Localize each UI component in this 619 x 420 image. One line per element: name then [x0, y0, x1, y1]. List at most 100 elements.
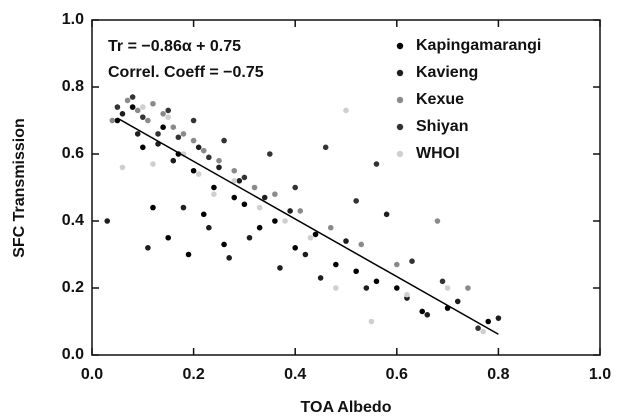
point [317, 275, 324, 281]
point [221, 137, 227, 144]
legend-label: WHOI [416, 145, 460, 162]
point [363, 285, 370, 291]
x-tick-label: 1.0 [589, 366, 611, 383]
point [145, 117, 151, 124]
point [216, 164, 222, 171]
point [165, 107, 171, 114]
point [480, 328, 486, 335]
point [124, 97, 131, 104]
point [292, 245, 299, 251]
fit-line [117, 117, 499, 335]
point [160, 124, 166, 130]
y-tick-label: 1.0 [62, 11, 84, 28]
point [119, 111, 126, 117]
point [231, 178, 238, 184]
point [485, 318, 492, 325]
point [302, 251, 309, 258]
point [211, 191, 217, 197]
point [444, 285, 451, 291]
annotation: Tr = −0.86α + 0.75 [108, 38, 241, 55]
point [312, 231, 319, 238]
point [394, 261, 400, 268]
point [109, 117, 116, 124]
point [251, 184, 258, 191]
point [297, 208, 304, 214]
legend-marker [396, 42, 404, 50]
legend-label: Kexue [416, 91, 464, 108]
point [221, 241, 227, 248]
point [404, 291, 410, 298]
point [206, 154, 212, 161]
point [434, 218, 441, 224]
point [231, 194, 238, 201]
point [343, 107, 349, 114]
point [409, 258, 415, 265]
point [104, 218, 111, 224]
point [190, 167, 197, 174]
point [333, 261, 339, 268]
point [200, 147, 207, 154]
point [195, 144, 202, 151]
point [353, 198, 359, 204]
point [358, 241, 365, 248]
point [343, 238, 349, 244]
point [241, 174, 248, 181]
point [267, 151, 273, 157]
legend-label: Shiyan [416, 118, 468, 135]
point [261, 194, 268, 201]
point [150, 100, 156, 107]
y-axis-title: SFC Transmission [11, 118, 28, 258]
x-tick-label: 0.8 [487, 366, 509, 383]
point [165, 234, 171, 241]
point [134, 107, 141, 114]
x-axis-title: TOA Albedo [301, 399, 392, 416]
point [114, 104, 121, 110]
legend-marker [396, 150, 404, 158]
point [282, 218, 288, 224]
point [190, 117, 197, 124]
point [206, 224, 212, 231]
x-tick-label: 0.0 [81, 366, 103, 383]
point [160, 111, 166, 117]
point [165, 114, 171, 120]
point [256, 204, 263, 211]
y-tick-label: 0.4 [62, 212, 84, 229]
point [129, 104, 136, 110]
legend-marker [396, 123, 404, 131]
point [134, 131, 141, 137]
point [439, 278, 446, 285]
point [475, 325, 481, 332]
point [383, 211, 390, 218]
point [140, 114, 146, 120]
x-tick-label: 0.2 [182, 366, 204, 383]
point [353, 268, 359, 275]
point [180, 131, 187, 137]
point [145, 245, 151, 251]
y-tick-label: 0.2 [62, 279, 84, 296]
point [216, 157, 222, 164]
y-tick-label: 0.6 [62, 145, 84, 162]
point [373, 278, 380, 285]
point [180, 204, 187, 211]
legend-marker [396, 69, 404, 77]
point [272, 218, 278, 224]
point [419, 308, 426, 315]
point [226, 255, 232, 261]
legend-marker [396, 96, 404, 104]
point [424, 312, 431, 318]
point [195, 171, 202, 177]
point [231, 167, 238, 174]
point [211, 184, 217, 191]
x-tick-label: 0.4 [284, 366, 306, 383]
point [140, 144, 146, 151]
point [150, 204, 156, 211]
point [150, 161, 156, 167]
point [287, 208, 293, 214]
point [368, 318, 375, 325]
point [170, 157, 177, 164]
point [322, 144, 329, 151]
point [175, 134, 182, 141]
point [394, 285, 400, 291]
point [129, 94, 136, 100]
point [454, 298, 461, 305]
